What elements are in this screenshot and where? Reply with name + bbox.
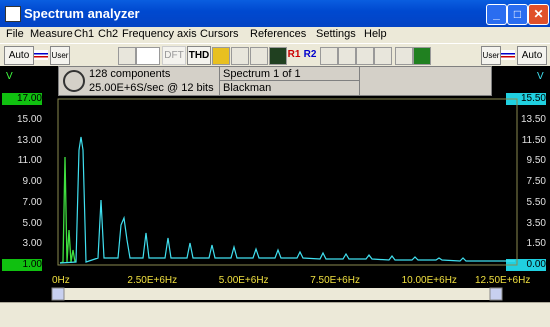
left-tick-label: 5.00	[22, 217, 42, 229]
auto-button[interactable]: Auto	[517, 46, 547, 65]
x-tick-label: 12.50E+6Hz	[475, 275, 531, 286]
menu-item[interactable]: Frequency axis	[122, 28, 197, 40]
left-tick-label: 15.00	[16, 113, 42, 125]
user-icon	[34, 50, 48, 60]
left-unit: V	[6, 71, 13, 82]
tool-icon[interactable]	[338, 47, 356, 65]
left-tick-label: 11.00	[17, 155, 42, 167]
right-tick-label: 7.50	[526, 176, 546, 187]
right-unit: V	[537, 71, 544, 82]
source-icon[interactable]	[63, 70, 85, 92]
left-tick-label: 13.00	[16, 134, 42, 146]
left-tick-label: 3.00	[22, 238, 42, 250]
info-panel: 128 components 25.00E+6S/sec @ 12 bits S…	[58, 66, 492, 96]
user-button[interactable]: User	[50, 46, 70, 65]
tool-icon[interactable]	[395, 47, 413, 65]
x-tick-label: 7.50E+6Hz	[310, 275, 360, 286]
ch2-trace	[59, 136, 515, 264]
auto-button[interactable]: Auto	[4, 46, 34, 65]
right-tick-label: 3.50	[526, 217, 546, 229]
window-title: Spectrum analyzer	[24, 6, 140, 21]
menu-bar: File Measure Ch1 Ch2 Frequency axis Cursors Re…	[0, 27, 550, 42]
pause-icon[interactable]	[212, 47, 230, 65]
scroll-left[interactable]	[51, 287, 65, 301]
x-tick-label: 0Hz	[52, 275, 70, 286]
right-tick-label: 0.00	[506, 259, 546, 271]
left-tick-label: 1.00	[2, 259, 42, 271]
tool-icon[interactable]	[250, 47, 268, 65]
right-tick-label: 9.50	[526, 155, 546, 167]
menu-item[interactable]: Cursors	[200, 28, 239, 40]
tool-icon[interactable]	[320, 47, 338, 65]
page-icon[interactable]	[374, 47, 392, 65]
right-tick-label: 1.50	[526, 238, 546, 250]
spectrum-text: Spectrum 1 of 1	[223, 68, 301, 80]
title-bar: Spectrum analyzer _ □ ✕	[0, 0, 550, 27]
left-tick-label: 17.00	[2, 93, 42, 105]
menu-item[interactable]: Help	[364, 28, 387, 40]
menu-item[interactable]: Settings	[316, 28, 356, 40]
maximize-button[interactable]: □	[507, 4, 528, 25]
display	[0, 66, 550, 302]
x-tick-label: 10.00E+6Hz	[401, 275, 457, 286]
window-text: Blackman	[223, 82, 272, 94]
rate-text: 25.00E+6S/sec @ 12 bits	[89, 82, 214, 94]
scrollbar[interactable]	[52, 288, 502, 300]
status-bar	[0, 302, 550, 327]
menu-item[interactable]: Ch1	[74, 28, 95, 40]
scope-icon[interactable]	[269, 47, 287, 65]
right-tick-label: 13.50	[520, 113, 546, 125]
x-tick-label: 2.50E+6Hz	[127, 275, 178, 286]
tool-icon[interactable]	[231, 47, 249, 65]
thd-button[interactable]: THD	[187, 46, 211, 65]
scroll-right[interactable]	[489, 287, 503, 301]
tool-icon[interactable]	[413, 47, 431, 65]
components-text: 128 components	[89, 68, 171, 80]
dft-button[interactable]: DFT	[162, 46, 186, 65]
right-tick-label: 5.50	[526, 196, 546, 208]
wave-icon[interactable]	[136, 47, 160, 65]
x-tick-label: 5.00E+6Hz	[218, 275, 269, 286]
left-tick-label: 7.00	[22, 196, 42, 208]
menu-item[interactable]: Ch2	[98, 28, 119, 40]
left-tick-label: 9.00	[22, 176, 42, 187]
plot	[51, 98, 518, 301]
zoom-icon[interactable]	[356, 47, 374, 65]
close-button[interactable]: ✕	[528, 4, 549, 25]
user-icon	[501, 50, 515, 60]
minimize-button[interactable]: _	[486, 4, 507, 25]
menu-item[interactable]: References	[250, 28, 307, 40]
right-tick-label: 15.50	[506, 93, 546, 105]
menu-item[interactable]: File	[6, 28, 24, 40]
user-button[interactable]: User	[481, 46, 501, 65]
app-icon	[5, 6, 21, 22]
menu-item[interactable]: Measure	[30, 28, 73, 40]
tool-icon[interactable]	[118, 47, 136, 65]
r1-button[interactable]: R1	[287, 49, 301, 60]
ch1-trace	[59, 156, 76, 264]
plot-frame	[57, 98, 518, 266]
right-tick-label: 11.50	[521, 134, 546, 146]
r2-button[interactable]: R2	[303, 49, 317, 60]
